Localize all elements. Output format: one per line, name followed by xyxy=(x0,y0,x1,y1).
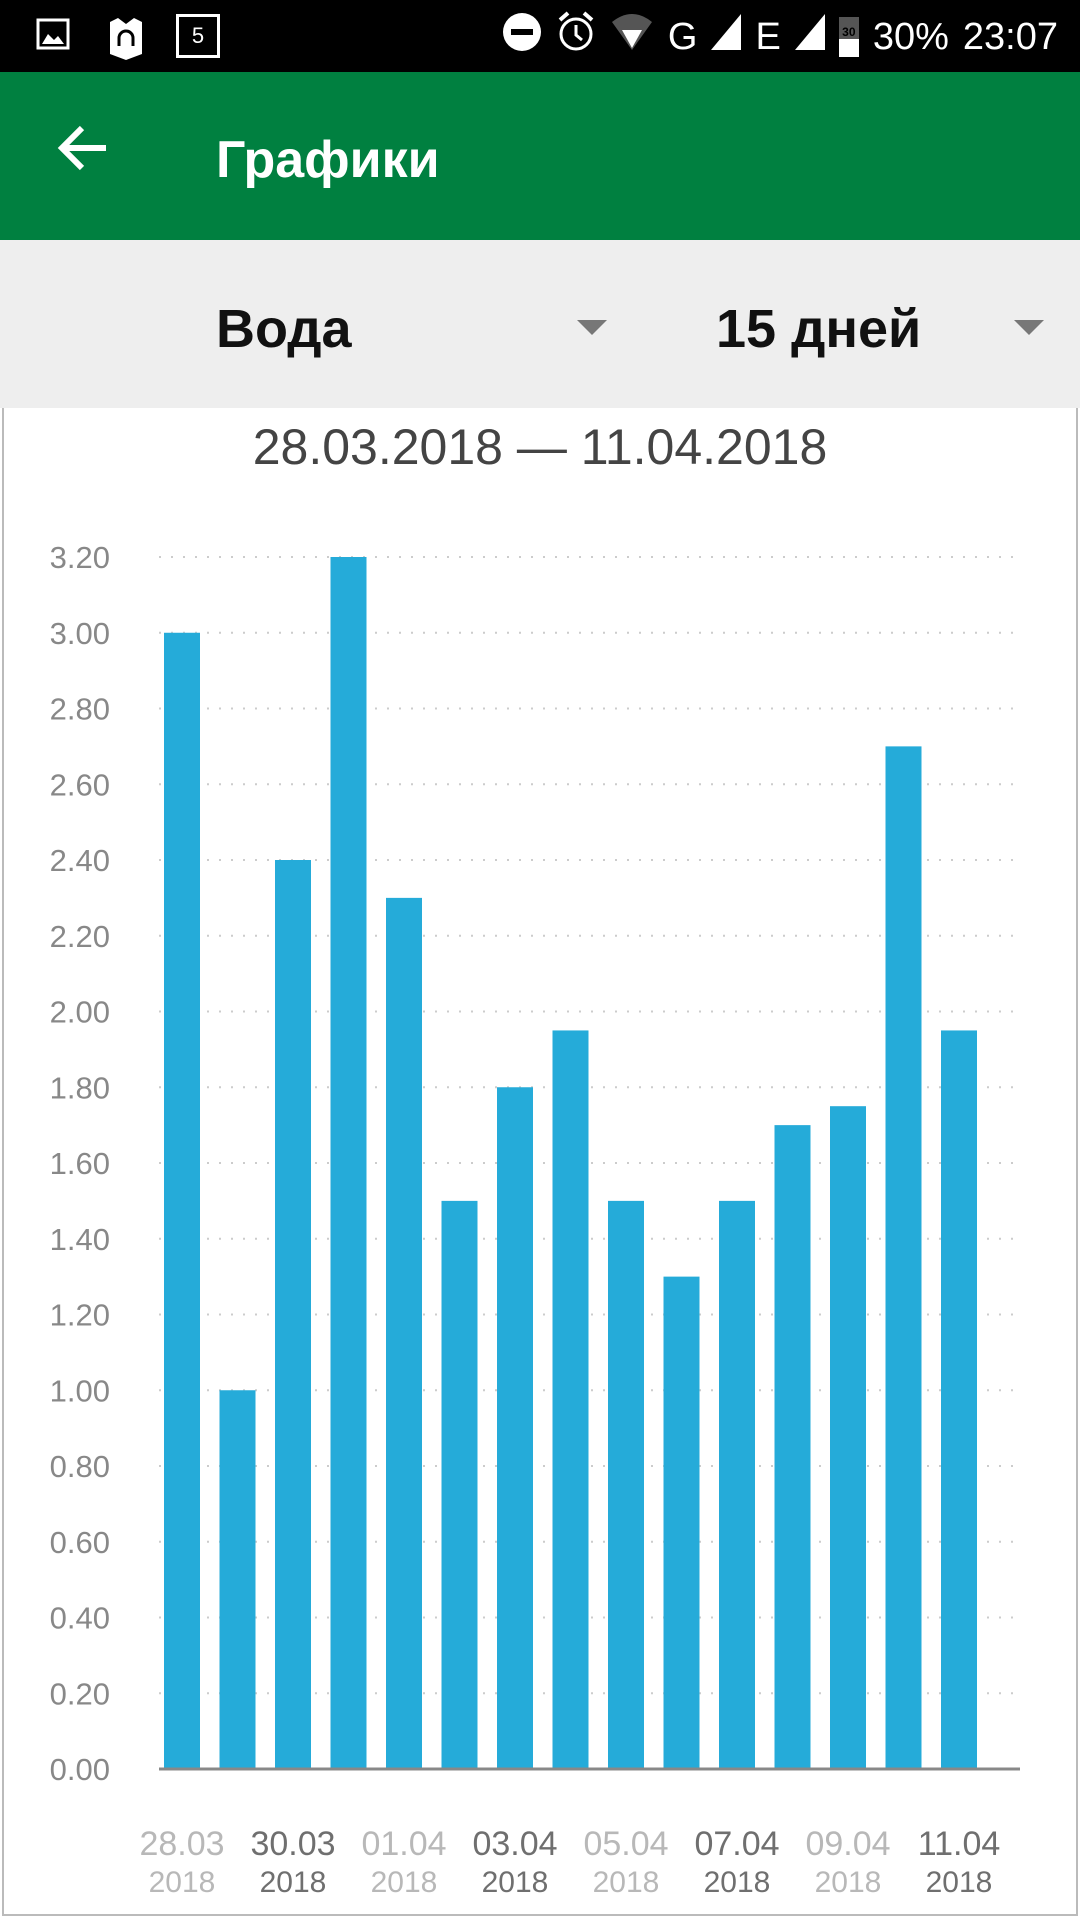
bar xyxy=(719,1200,755,1769)
y-tick-label: 2.00 xyxy=(50,995,110,1030)
y-tick-label: 0.20 xyxy=(50,1676,110,1711)
signal-icon xyxy=(794,14,825,60)
x-tick-year: 2018 xyxy=(149,1866,216,1899)
x-tick-year: 2018 xyxy=(704,1866,771,1899)
x-tick-label: 01.04 xyxy=(361,1825,446,1863)
y-tick-label: 2.40 xyxy=(50,843,110,878)
x-tick-label: 30.03 xyxy=(250,1825,335,1863)
bar xyxy=(774,1125,811,1769)
y-tick-label: 0.80 xyxy=(50,1449,110,1484)
filter-bar: Вода 15 дней xyxy=(0,240,1080,408)
y-tick-label: 1.00 xyxy=(50,1373,110,1408)
y-tick-label: 0.60 xyxy=(50,1525,110,1560)
metric-value: Вода xyxy=(216,299,352,359)
network-e-label: E xyxy=(755,15,781,58)
wifi-icon xyxy=(610,12,654,62)
bar xyxy=(552,1030,589,1769)
bar xyxy=(219,1390,256,1769)
bar xyxy=(441,1200,478,1769)
watch-notification-icon: 5 xyxy=(176,14,220,58)
page-title: Графики xyxy=(216,131,440,189)
dropdown-arrow-icon xyxy=(1014,320,1044,335)
bar xyxy=(497,1087,533,1769)
back-arrow-icon[interactable] xyxy=(56,122,108,184)
period-value: 15 дней xyxy=(716,299,922,359)
clock: 23:07 xyxy=(962,15,1058,58)
x-tick-year: 2018 xyxy=(371,1866,438,1899)
x-tick-label: 05.04 xyxy=(583,1825,668,1863)
y-tick-label: 1.60 xyxy=(50,1146,110,1181)
bar xyxy=(330,557,367,1769)
bar xyxy=(275,860,311,1769)
y-tick-label: 2.80 xyxy=(50,692,110,727)
y-tick-label: 0.40 xyxy=(50,1601,110,1636)
x-tick-year: 2018 xyxy=(260,1866,327,1899)
x-tick-year: 2018 xyxy=(926,1866,993,1899)
x-tick-label: 07.04 xyxy=(694,1825,779,1863)
x-tick-year: 2018 xyxy=(593,1866,660,1899)
x-tick-year: 2018 xyxy=(482,1866,549,1899)
alarm-icon xyxy=(556,10,596,64)
dropdown-arrow-icon xyxy=(577,320,607,335)
y-tick-label: 1.80 xyxy=(50,1070,110,1105)
bar xyxy=(164,632,200,1769)
y-tick-label: 3.00 xyxy=(50,616,110,651)
battery-icon: 30 xyxy=(838,17,859,57)
x-tick-year: 2018 xyxy=(815,1866,882,1899)
y-tick-label: 1.20 xyxy=(50,1298,110,1333)
chart-title: 28.03.2018 — 11.04.2018 xyxy=(252,419,828,475)
bar xyxy=(608,1200,644,1769)
y-tick-label: 2.60 xyxy=(50,767,110,802)
network-g-label: G xyxy=(667,15,698,58)
audiobook-icon xyxy=(106,16,146,60)
y-tick-label: 0.00 xyxy=(50,1752,110,1787)
bar xyxy=(830,1106,866,1769)
x-tick-label: 03.04 xyxy=(472,1825,557,1863)
y-tick-label: 2.20 xyxy=(50,919,110,954)
dnd-icon xyxy=(502,12,542,62)
y-tick-label: 1.40 xyxy=(50,1222,110,1257)
x-tick-label: 09.04 xyxy=(805,1825,890,1863)
x-tick-label: 11.04 xyxy=(918,1825,1001,1863)
signal-icon xyxy=(711,14,742,60)
bar xyxy=(663,1276,700,1769)
y-tick-label: 3.20 xyxy=(50,540,110,575)
bar xyxy=(386,897,422,1769)
bar xyxy=(941,1030,977,1769)
bar xyxy=(885,746,922,1769)
app-bar: Графики xyxy=(0,72,1080,240)
battery-percent: 30% xyxy=(872,15,949,58)
gallery-icon xyxy=(36,16,76,56)
x-tick-label: 28.03 xyxy=(139,1825,224,1863)
status-bar: 5 G E 30 30% 23:07 xyxy=(0,0,1080,72)
